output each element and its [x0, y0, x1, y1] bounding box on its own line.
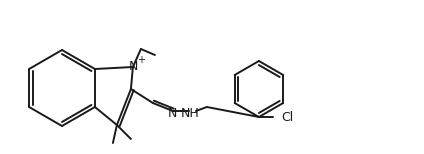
Text: N: N	[129, 59, 139, 73]
Text: N: N	[168, 107, 178, 120]
Text: NH: NH	[181, 107, 199, 120]
Text: +: +	[137, 55, 145, 65]
Text: Cl: Cl	[281, 111, 293, 124]
